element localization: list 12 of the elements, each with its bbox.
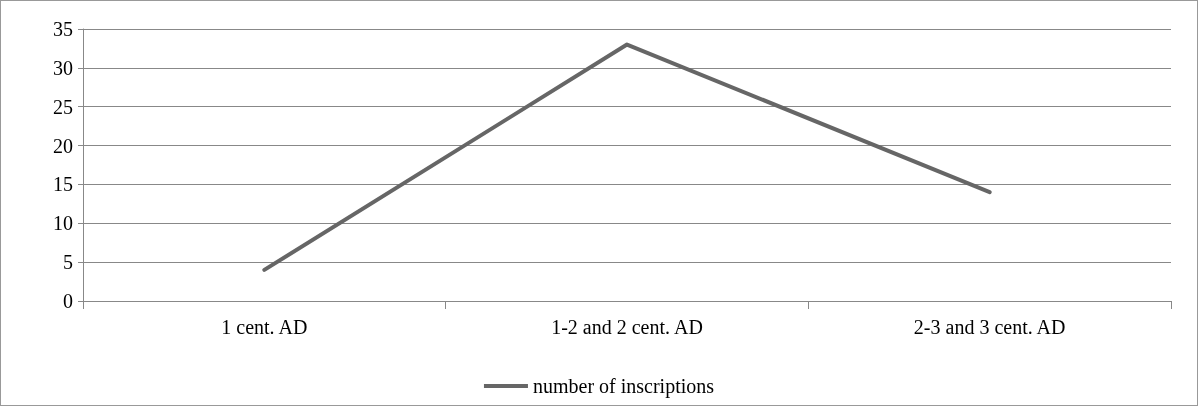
y-tick-label: 0 — [63, 290, 73, 312]
y-tick-label: 10 — [53, 212, 73, 235]
y-tick-label: 5 — [63, 251, 73, 274]
legend-label: number of inscriptions — [532, 375, 715, 398]
y-tick-label: 25 — [53, 95, 73, 118]
y-tick-label: 20 — [53, 134, 73, 157]
x-tick-label: 1 cent. AD — [221, 316, 308, 338]
y-tick-label: 30 — [53, 56, 73, 79]
x-tick-label: 1-2 and 2 cent. AD — [551, 316, 703, 338]
y-tick-label: 15 — [53, 173, 73, 196]
x-tick-label: 2-3 and 3 cent. AD — [913, 316, 1066, 338]
y-tick-label: 35 — [53, 18, 73, 40]
